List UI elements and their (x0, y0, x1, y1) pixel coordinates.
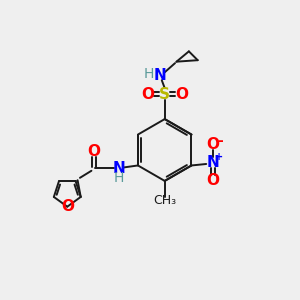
Text: O: O (141, 87, 154, 102)
Text: N: N (112, 161, 125, 176)
Text: CH₃: CH₃ (153, 194, 176, 207)
Text: O: O (206, 137, 219, 152)
Text: H: H (114, 171, 124, 185)
Text: O: O (175, 87, 188, 102)
Text: S: S (159, 87, 170, 102)
Text: O: O (206, 173, 219, 188)
Text: O: O (61, 199, 74, 214)
Text: O: O (87, 144, 100, 159)
Text: N: N (206, 155, 219, 170)
Text: N: N (154, 68, 167, 83)
Text: +: + (215, 152, 223, 162)
Text: -: - (218, 134, 223, 148)
Text: H: H (144, 67, 154, 81)
